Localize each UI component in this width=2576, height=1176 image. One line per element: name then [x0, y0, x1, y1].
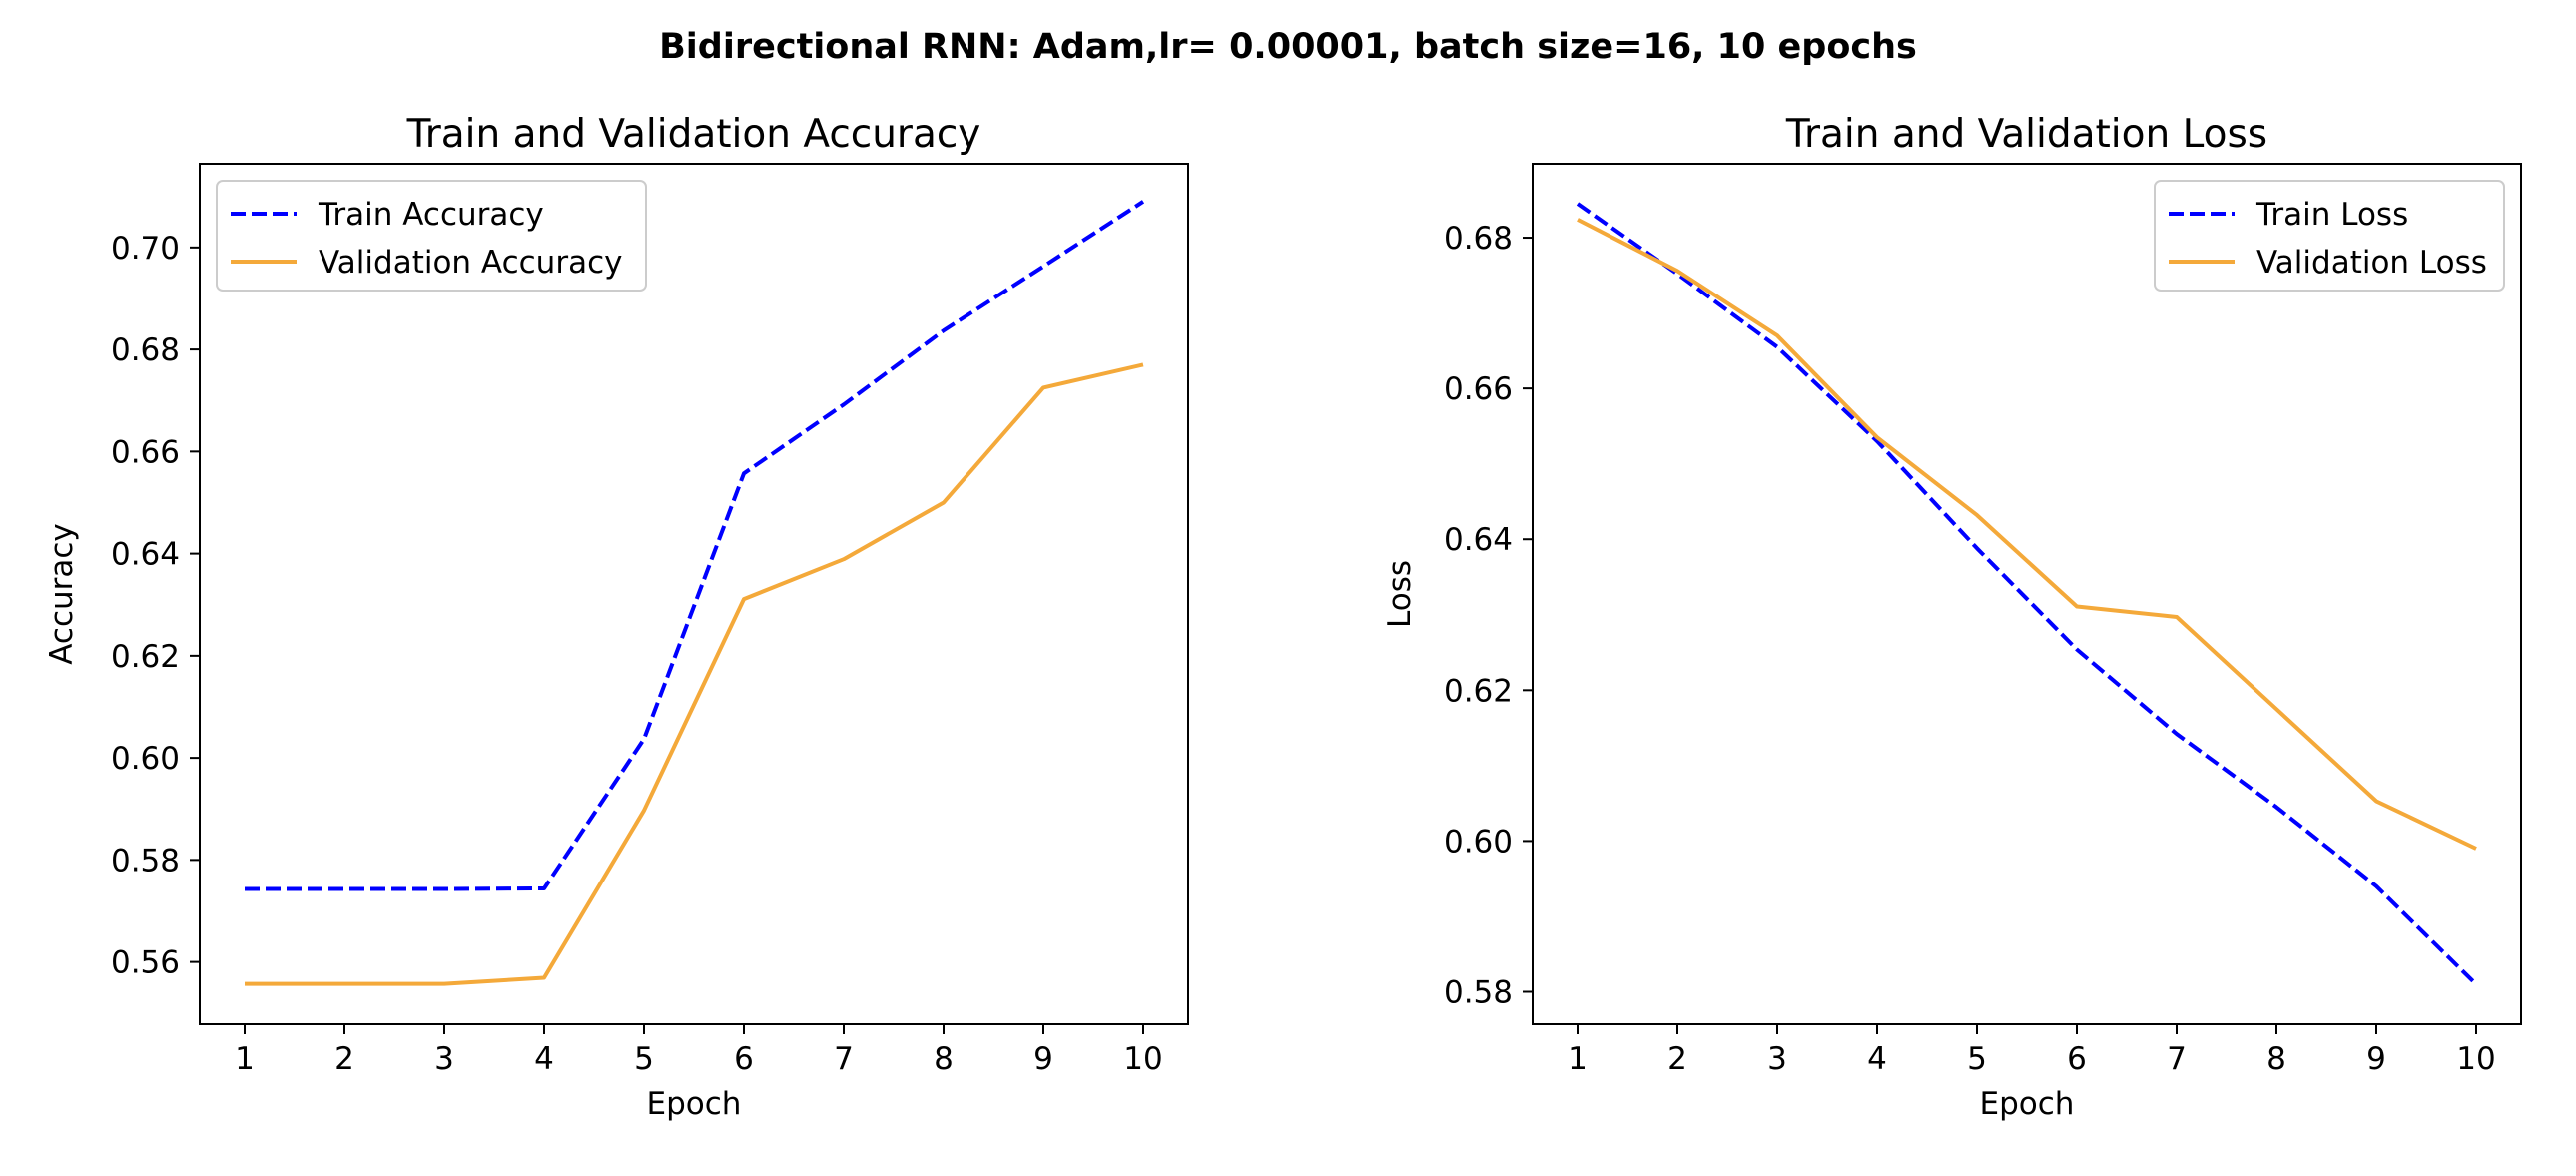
y-tick-label: 0.58	[111, 843, 180, 879]
x-tick-label: 9	[1033, 1041, 1053, 1077]
x-axis-label: Epoch	[647, 1086, 742, 1122]
x-tick-label: 4	[1867, 1041, 1887, 1077]
legend-label-1: Train Loss	[2255, 197, 2408, 233]
x-tick-label: 2	[1667, 1041, 1687, 1077]
x-tick-label: 7	[834, 1041, 854, 1077]
legend: Train Loss Validation Loss	[2154, 180, 2505, 292]
x-tick-label: 10	[2456, 1041, 2495, 1077]
y-tick-label: 0.66	[111, 434, 180, 470]
x-tick-label: 5	[1967, 1041, 1987, 1077]
legend: Train Accuracy Validation Accuracy	[216, 180, 647, 292]
y-tick-label: 0.70	[111, 231, 180, 267]
x-tick-label: 5	[634, 1041, 654, 1077]
legend-label-2: Validation Loss	[2256, 245, 2487, 281]
x-tick-label: 8	[934, 1041, 954, 1077]
plot-frame	[1532, 163, 2522, 1025]
y-axis-label: Accuracy	[44, 523, 80, 665]
chart-panel-2: Train and Validation Loss 1 2 3 4 5 6 7 8 9 10 0.58…	[1382, 112, 2522, 1122]
plot-frame	[199, 163, 1189, 1025]
chart-panel-1: Train and Validation Accuracy 1 2 3 4 5 6 7 8 9 10…	[44, 112, 1189, 1122]
y-tick-label: 0.58	[1444, 975, 1513, 1011]
x-axis-label: Epoch	[1980, 1086, 2075, 1122]
y-tick-label: 0.68	[111, 332, 180, 368]
subplot-title: Train and Validation Accuracy	[406, 112, 981, 157]
figure-title: Bidirectional RNN: Adam,lr= 0.00001, bat…	[659, 27, 1917, 67]
y-tick-label: 0.62	[1444, 673, 1513, 709]
series-line-1	[245, 200, 1145, 891]
y-tick-label: 0.60	[1444, 824, 1513, 860]
x-tick-label: 6	[734, 1041, 754, 1077]
y-axis-label: Loss	[1382, 560, 1418, 628]
subplot-title: Train and Validation Loss	[1785, 112, 2267, 157]
series-line-2	[1577, 218, 2477, 851]
series-line-1	[1576, 202, 2478, 986]
legend-label-1: Train Accuracy	[318, 197, 544, 233]
x-tick-label: 7	[2167, 1041, 2187, 1077]
legend-label-2: Validation Accuracy	[319, 245, 622, 281]
y-tick-label: 0.68	[1444, 221, 1513, 257]
legend-box	[2154, 180, 2505, 292]
x-tick-label: 2	[334, 1041, 354, 1077]
x-tick-label: 6	[2067, 1041, 2087, 1077]
y-tick-label: 0.56	[111, 945, 180, 981]
x-tick-label: 8	[2266, 1041, 2286, 1077]
y-tick-label: 0.60	[111, 741, 180, 777]
series-line-2	[245, 362, 1144, 986]
x-tick-label: 1	[235, 1041, 255, 1077]
y-tick-label: 0.66	[1444, 371, 1513, 407]
x-tick-label: 3	[1767, 1041, 1787, 1077]
x-tick-label: 3	[434, 1041, 454, 1077]
x-tick-label: 4	[534, 1041, 554, 1077]
x-tick-label: 10	[1123, 1041, 1162, 1077]
y-tick-label: 0.64	[111, 537, 180, 573]
y-tick-label: 0.62	[111, 639, 180, 675]
x-tick-label: 1	[1568, 1041, 1588, 1077]
y-tick-label: 0.64	[1444, 522, 1513, 558]
x-tick-label: 9	[2366, 1041, 2386, 1077]
legend-box	[216, 180, 647, 292]
